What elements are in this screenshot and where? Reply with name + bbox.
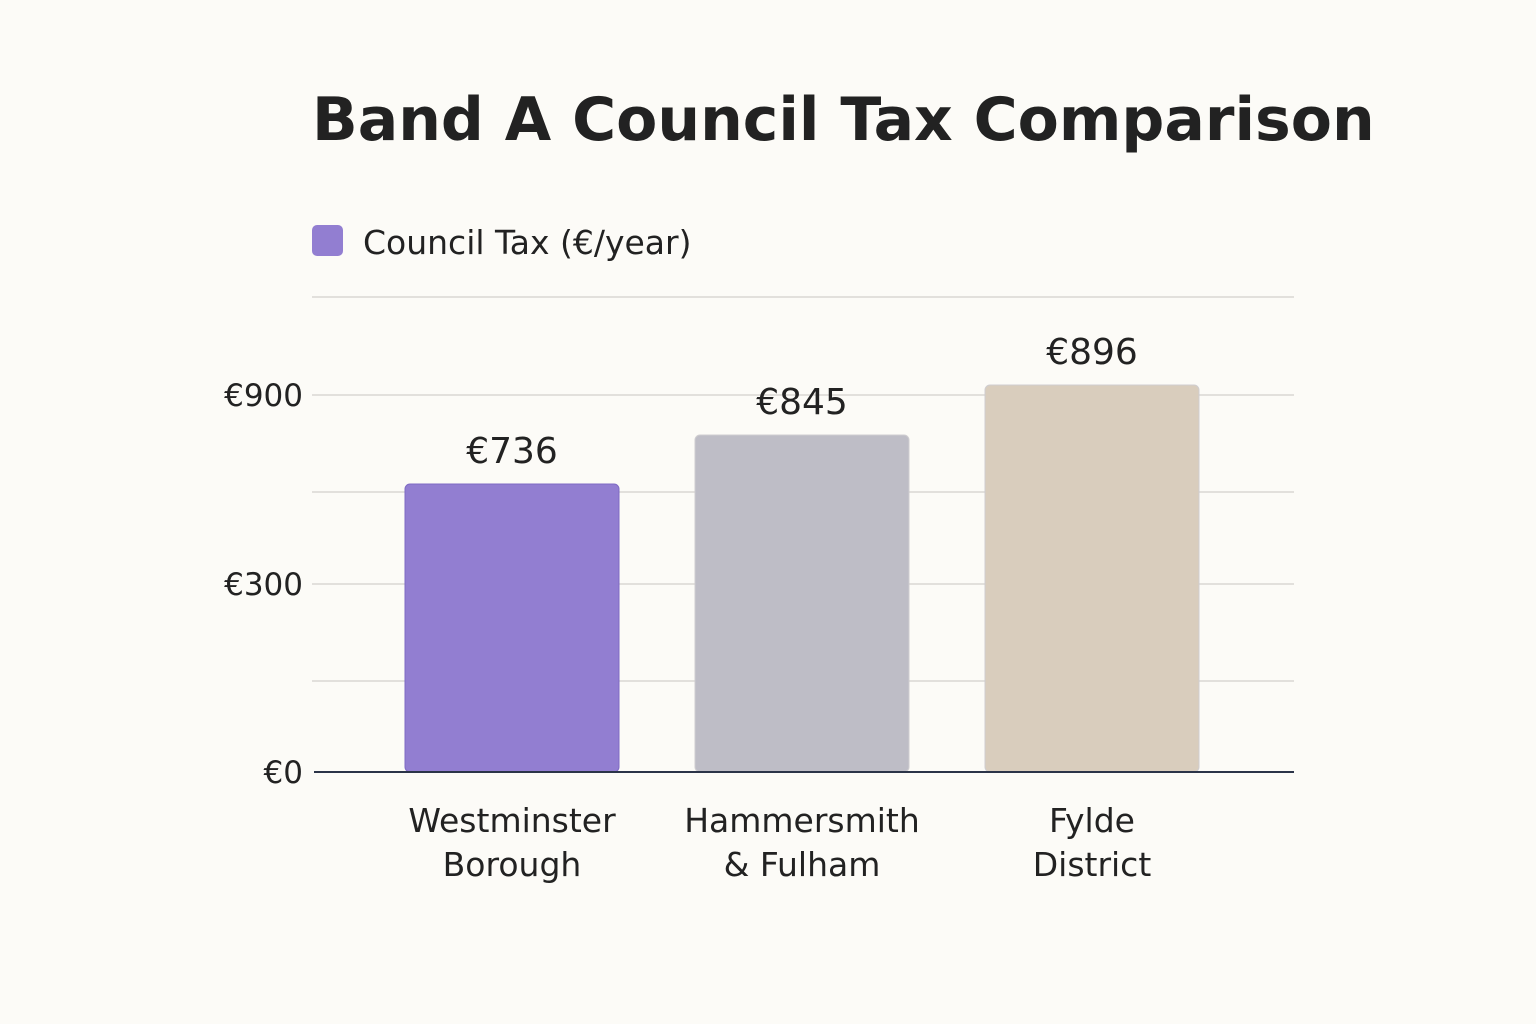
bar-value-label: €845 bbox=[756, 382, 848, 423]
value-labels: €736 €845 €896 bbox=[466, 332, 1138, 472]
x-category-label: Fylde bbox=[1049, 801, 1135, 840]
legend: Council Tax (€/year) bbox=[312, 223, 691, 262]
y-axis-ticks: €0 €300 €900 bbox=[224, 378, 303, 791]
bars bbox=[404, 384, 1200, 773]
x-category-label: Hammersmith bbox=[684, 801, 920, 840]
bar bbox=[984, 384, 1200, 773]
bar-value-label: €896 bbox=[1046, 332, 1138, 373]
x-category-label: & Fulham bbox=[724, 845, 881, 884]
y-tick-label: €300 bbox=[224, 567, 303, 603]
bar bbox=[404, 483, 620, 773]
x-category-label: Borough bbox=[443, 845, 582, 884]
y-tick-label: €0 bbox=[264, 755, 303, 791]
chart-title: Band A Council Tax Comparison bbox=[312, 85, 1375, 155]
x-category-label: District bbox=[1033, 845, 1152, 884]
x-axis-categories: Westminster Borough Hammersmith & Fulham Fyl… bbox=[408, 801, 1151, 884]
legend-swatch bbox=[312, 225, 343, 256]
bar bbox=[694, 434, 910, 773]
x-category-label: Westminster bbox=[408, 801, 616, 840]
legend-label: Council Tax (€/year) bbox=[363, 223, 691, 262]
y-tick-label: €900 bbox=[224, 378, 303, 414]
bar-value-label: €736 bbox=[466, 431, 558, 472]
